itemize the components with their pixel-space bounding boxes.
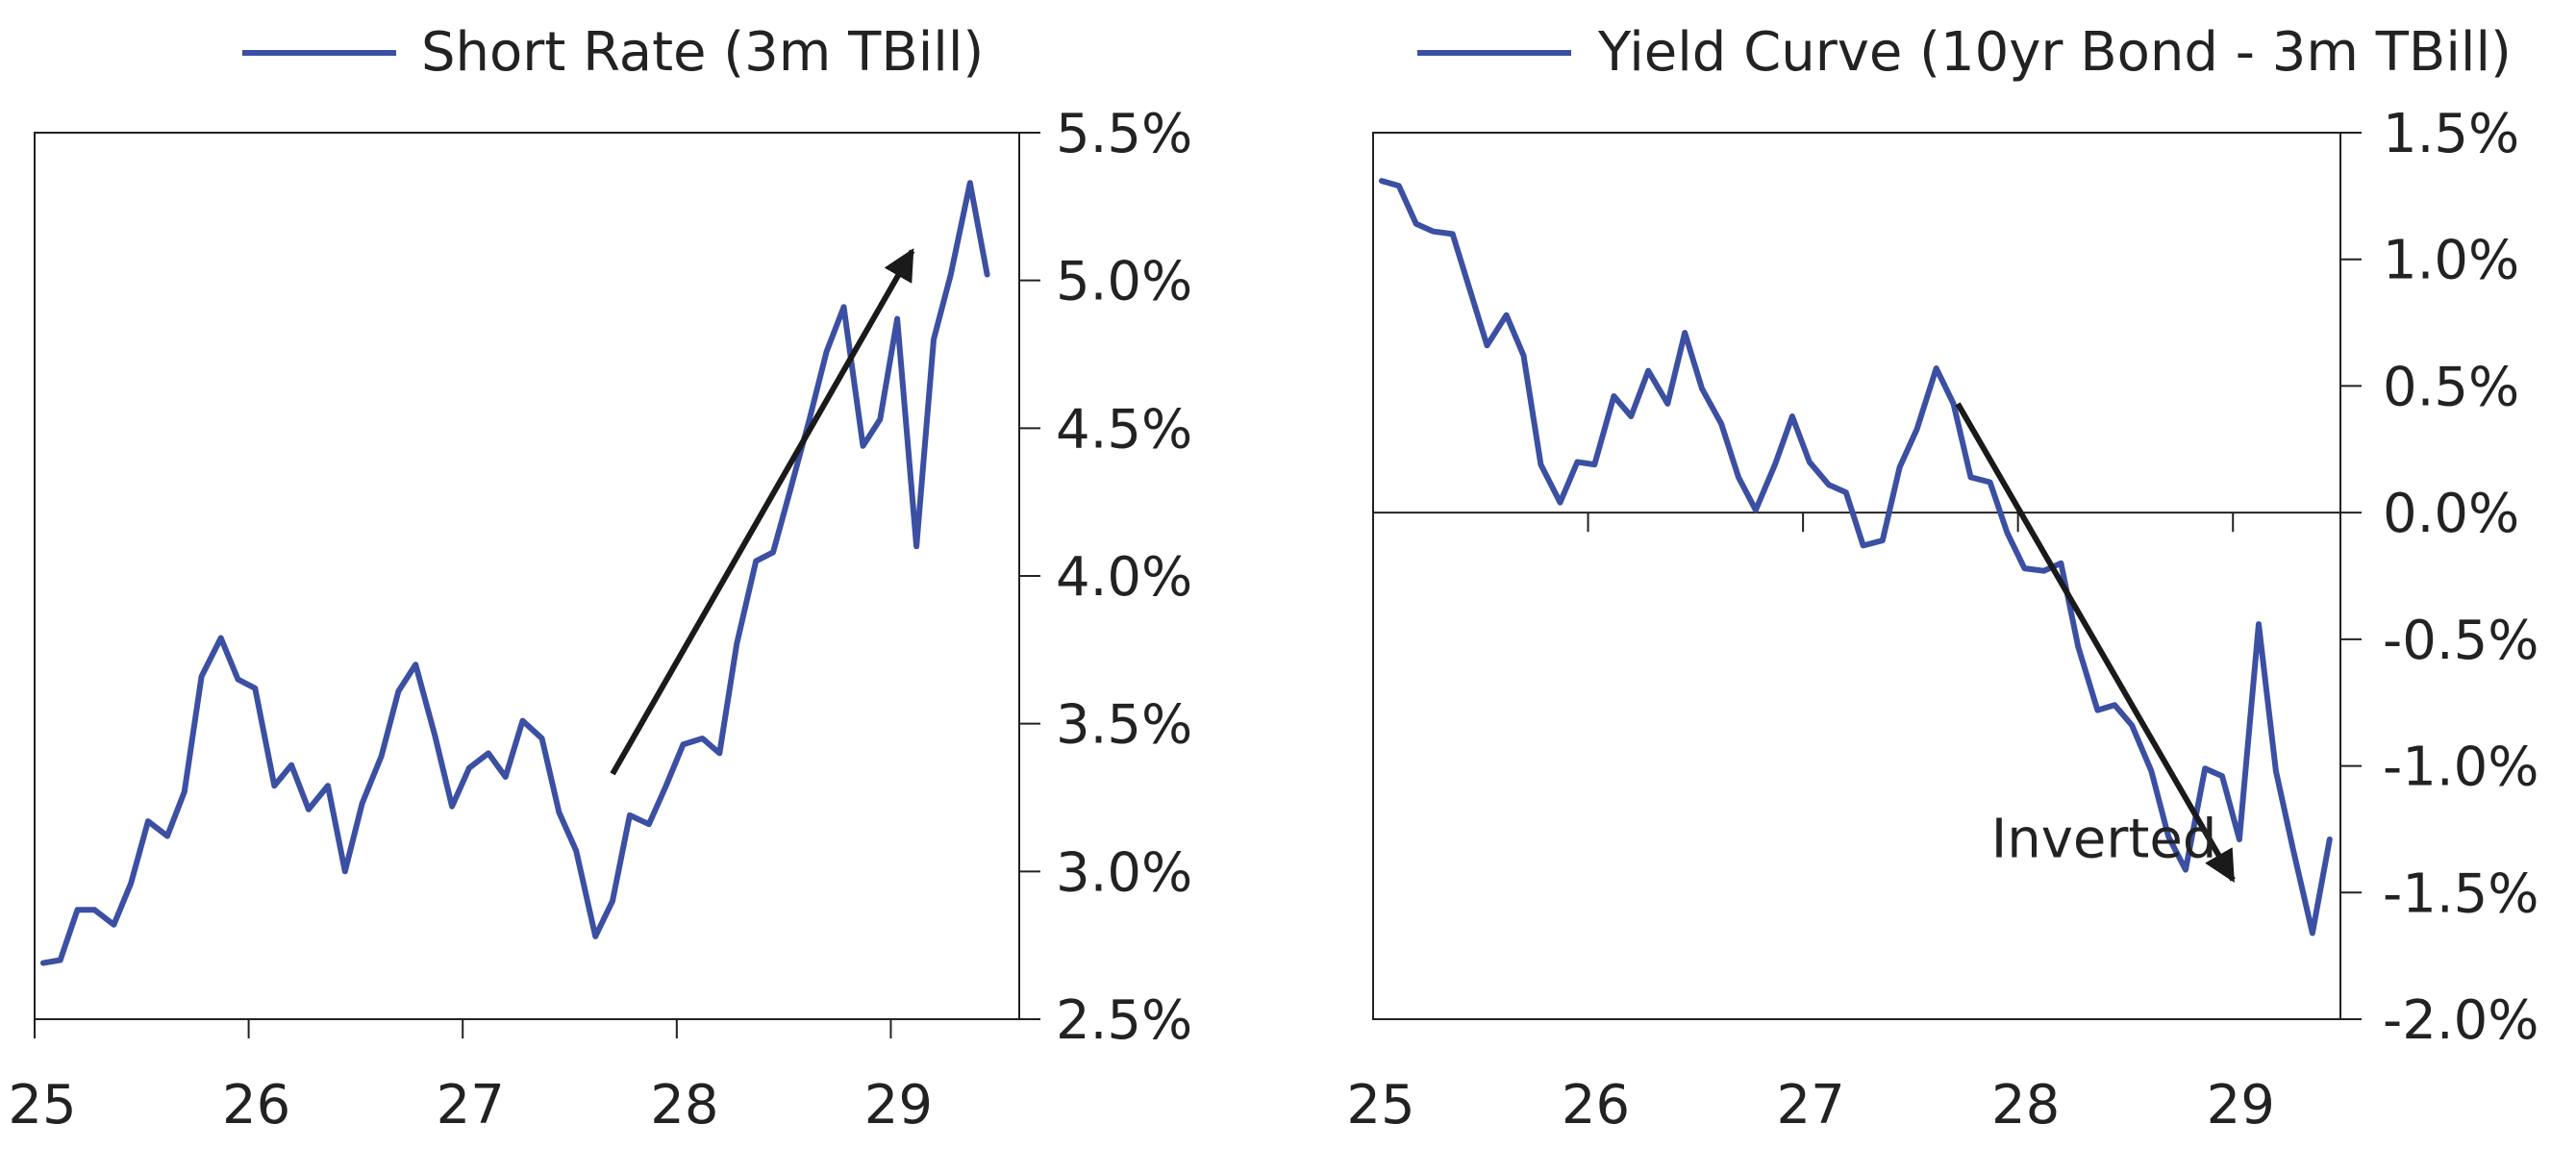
legend-label: Short Rate (3m TBill) [421,21,984,84]
series-group [1378,178,2333,937]
y-tick-label: -1.0% [2383,737,2538,799]
plot-frame [1372,132,2341,1020]
x-tick-label: 29 [2207,1074,2275,1137]
x-tick-label: 26 [1562,1074,1630,1137]
y-tick-label: 4.5% [1056,398,1192,461]
trend-arrow [1955,402,2236,883]
x-tick-label: 28 [650,1074,718,1137]
y-tick-label: 0.5% [2383,356,2519,418]
x-tick-label: 29 [864,1074,933,1137]
yield-curve-chart: Yield Curve (10yr Bond - 3m TBill) 25 26 2… [1346,21,2538,1137]
series-group [39,180,990,966]
y-tick-label: 4.0% [1056,546,1192,609]
y-tick-label: 5.5% [1056,103,1192,165]
x-axis: 25 26 27 28 29 [1346,512,2275,1137]
plot-frame [34,132,1020,1020]
x-tick-label: 25 [1346,1074,1414,1137]
x-tick-label: 27 [437,1074,505,1137]
series-line [1378,178,2333,937]
y-tick-label: 3.0% [1056,841,1192,904]
x-tick-label: 27 [1776,1074,1844,1137]
y-tick-label: 1.5% [2383,103,2519,165]
trend-arrow [610,248,915,776]
x-tick-label: 26 [222,1074,290,1137]
legend: Short Rate (3m TBill) [242,21,984,84]
short-rate-chart: Short Rate (3m TBill) 25 26 27 28 29 5.5% 5.0… [8,21,1192,1137]
y-tick-label: -1.5% [2383,862,2538,925]
series-line [39,180,990,966]
x-axis: 25 26 27 28 29 [8,1019,933,1137]
annotation-group [610,248,915,776]
y-tick-label: 5.0% [1056,251,1192,313]
x-tick-label: 28 [1991,1074,2060,1137]
y-tick-label: -2.0% [2383,989,2538,1052]
y-tick-label: 1.0% [2383,230,2519,292]
legend: Yield Curve (10yr Bond - 3m TBill) [1417,21,2512,84]
annotation-label: Inverted [1991,808,2217,870]
x-tick-label: 25 [8,1074,76,1137]
y-tick-label: 3.5% [1056,694,1192,757]
y-tick-label: 0.0% [2383,483,2519,545]
annotation-group: Inverted [1955,402,2236,883]
y-tick-label: -0.5% [2383,610,2538,672]
y-axis: 1.5% 1.0% 0.5% 0.0% -0.5% -1.0% -1.5% -2.0% [2340,103,2538,1052]
legend-label: Yield Curve (10yr Bond - 3m TBill) [1597,21,2512,84]
y-tick-label: 2.5% [1056,989,1192,1052]
y-axis: 5.5% 5.0% 4.5% 4.0% 3.5% 3.0% 2.5% [1019,103,1192,1052]
